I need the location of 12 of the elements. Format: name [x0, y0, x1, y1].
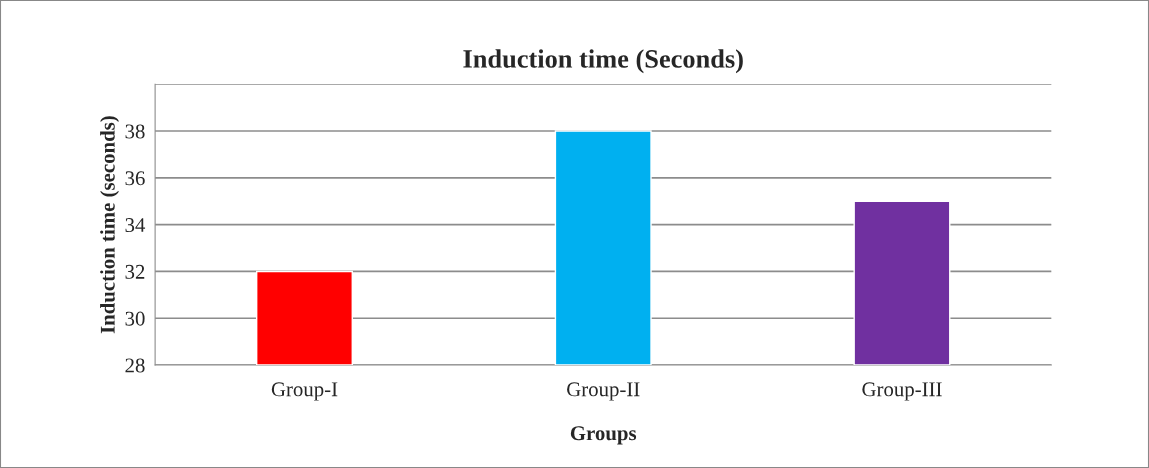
y-tick-label: 34 [125, 218, 146, 233]
y-tick-label: 38 [125, 124, 145, 139]
chart-title: Induction time (Seconds) [463, 49, 743, 74]
y-tick-label: 30 [125, 311, 145, 326]
y-tick-label: 36 [125, 171, 145, 186]
x-tick-label: Group-I [271, 382, 338, 401]
y-tick-label: 28 [125, 358, 145, 373]
x-tick-label: Group-II [567, 382, 640, 401]
x-axis-title: Groups [570, 426, 637, 445]
y-tick-label: 32 [125, 264, 145, 279]
x-tick-label: Group-III [862, 382, 942, 401]
y-axis-title: Induction time (seconds) [100, 116, 119, 334]
